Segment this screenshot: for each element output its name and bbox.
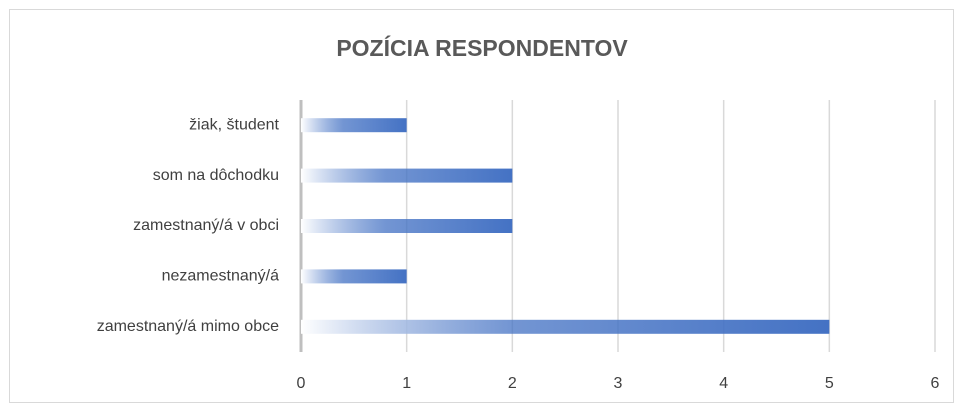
x-tick-label: 1 xyxy=(402,375,411,392)
x-tick-label: 2 xyxy=(508,375,517,392)
x-tick-label: 3 xyxy=(614,375,623,392)
y-tick-label: nezamestnaný/á xyxy=(162,268,280,285)
y-tick-label: žiak, študent xyxy=(189,116,279,133)
x-tick-label: 6 xyxy=(931,375,940,392)
bar xyxy=(301,168,513,183)
chart-title: POZÍCIA RESPONDENTOV xyxy=(336,34,628,61)
bar xyxy=(301,269,407,284)
x-tick-label: 5 xyxy=(825,375,834,392)
x-tick-label: 0 xyxy=(297,375,306,392)
bar xyxy=(301,219,513,233)
y-tick-label: zamestnaný/á v obci xyxy=(133,217,279,234)
x-tick-label: 4 xyxy=(719,375,728,392)
bar xyxy=(301,319,830,334)
y-tick-label: zamestnaný/á mimo obce xyxy=(97,318,279,335)
bar xyxy=(301,118,407,133)
y-tick-label: som na dôchodku xyxy=(153,167,279,184)
chart-border xyxy=(9,9,954,403)
